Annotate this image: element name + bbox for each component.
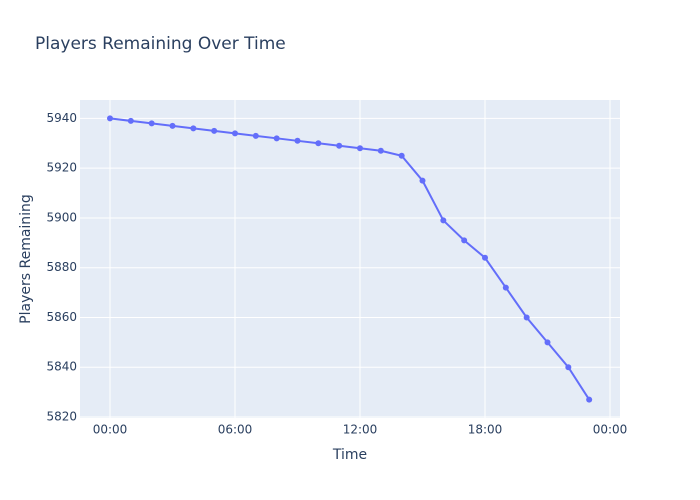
x-tick-label: 12:00 xyxy=(343,423,378,437)
data-point xyxy=(377,147,384,154)
y-axis-title: Players Remaining xyxy=(18,194,34,324)
x-tick-label: 06:00 xyxy=(218,423,253,437)
data-point xyxy=(252,132,259,139)
data-point xyxy=(148,120,155,127)
data-point xyxy=(336,142,343,149)
y-tick-label: 5880 xyxy=(46,260,77,274)
y-tick-label: 5840 xyxy=(46,360,77,374)
plot-area xyxy=(80,100,620,418)
data-point xyxy=(482,254,488,261)
data-point xyxy=(273,135,280,142)
x-tick-label: 00:00 xyxy=(93,423,128,437)
data-point xyxy=(461,237,468,244)
x-axis-title: Time xyxy=(332,447,367,463)
data-point xyxy=(544,339,551,346)
data-point xyxy=(169,122,176,129)
y-tick-label: 5860 xyxy=(46,310,77,324)
data-point xyxy=(565,364,572,371)
data-point xyxy=(502,284,509,291)
y-tick-label: 5920 xyxy=(46,161,77,175)
chart-title: Players Remaining Over Time xyxy=(35,34,286,54)
data-point xyxy=(586,396,593,403)
data-point xyxy=(127,117,134,124)
data-point xyxy=(211,127,218,134)
data-point xyxy=(523,314,530,321)
data-point xyxy=(357,145,363,152)
data-point xyxy=(315,140,322,147)
y-tick-label: 5940 xyxy=(46,111,77,125)
data-point xyxy=(398,152,405,159)
y-tick-label: 5820 xyxy=(46,410,77,424)
data-point xyxy=(419,177,426,184)
data-point xyxy=(190,125,197,132)
y-tick-label: 5900 xyxy=(46,210,77,224)
data-point xyxy=(294,137,301,144)
data-point xyxy=(440,217,447,224)
data-point xyxy=(107,115,113,122)
data-point xyxy=(232,130,238,137)
x-tick-label: 18:00 xyxy=(468,423,503,437)
series-line xyxy=(109,117,591,401)
x-tick-label: 00:00 xyxy=(593,423,628,437)
